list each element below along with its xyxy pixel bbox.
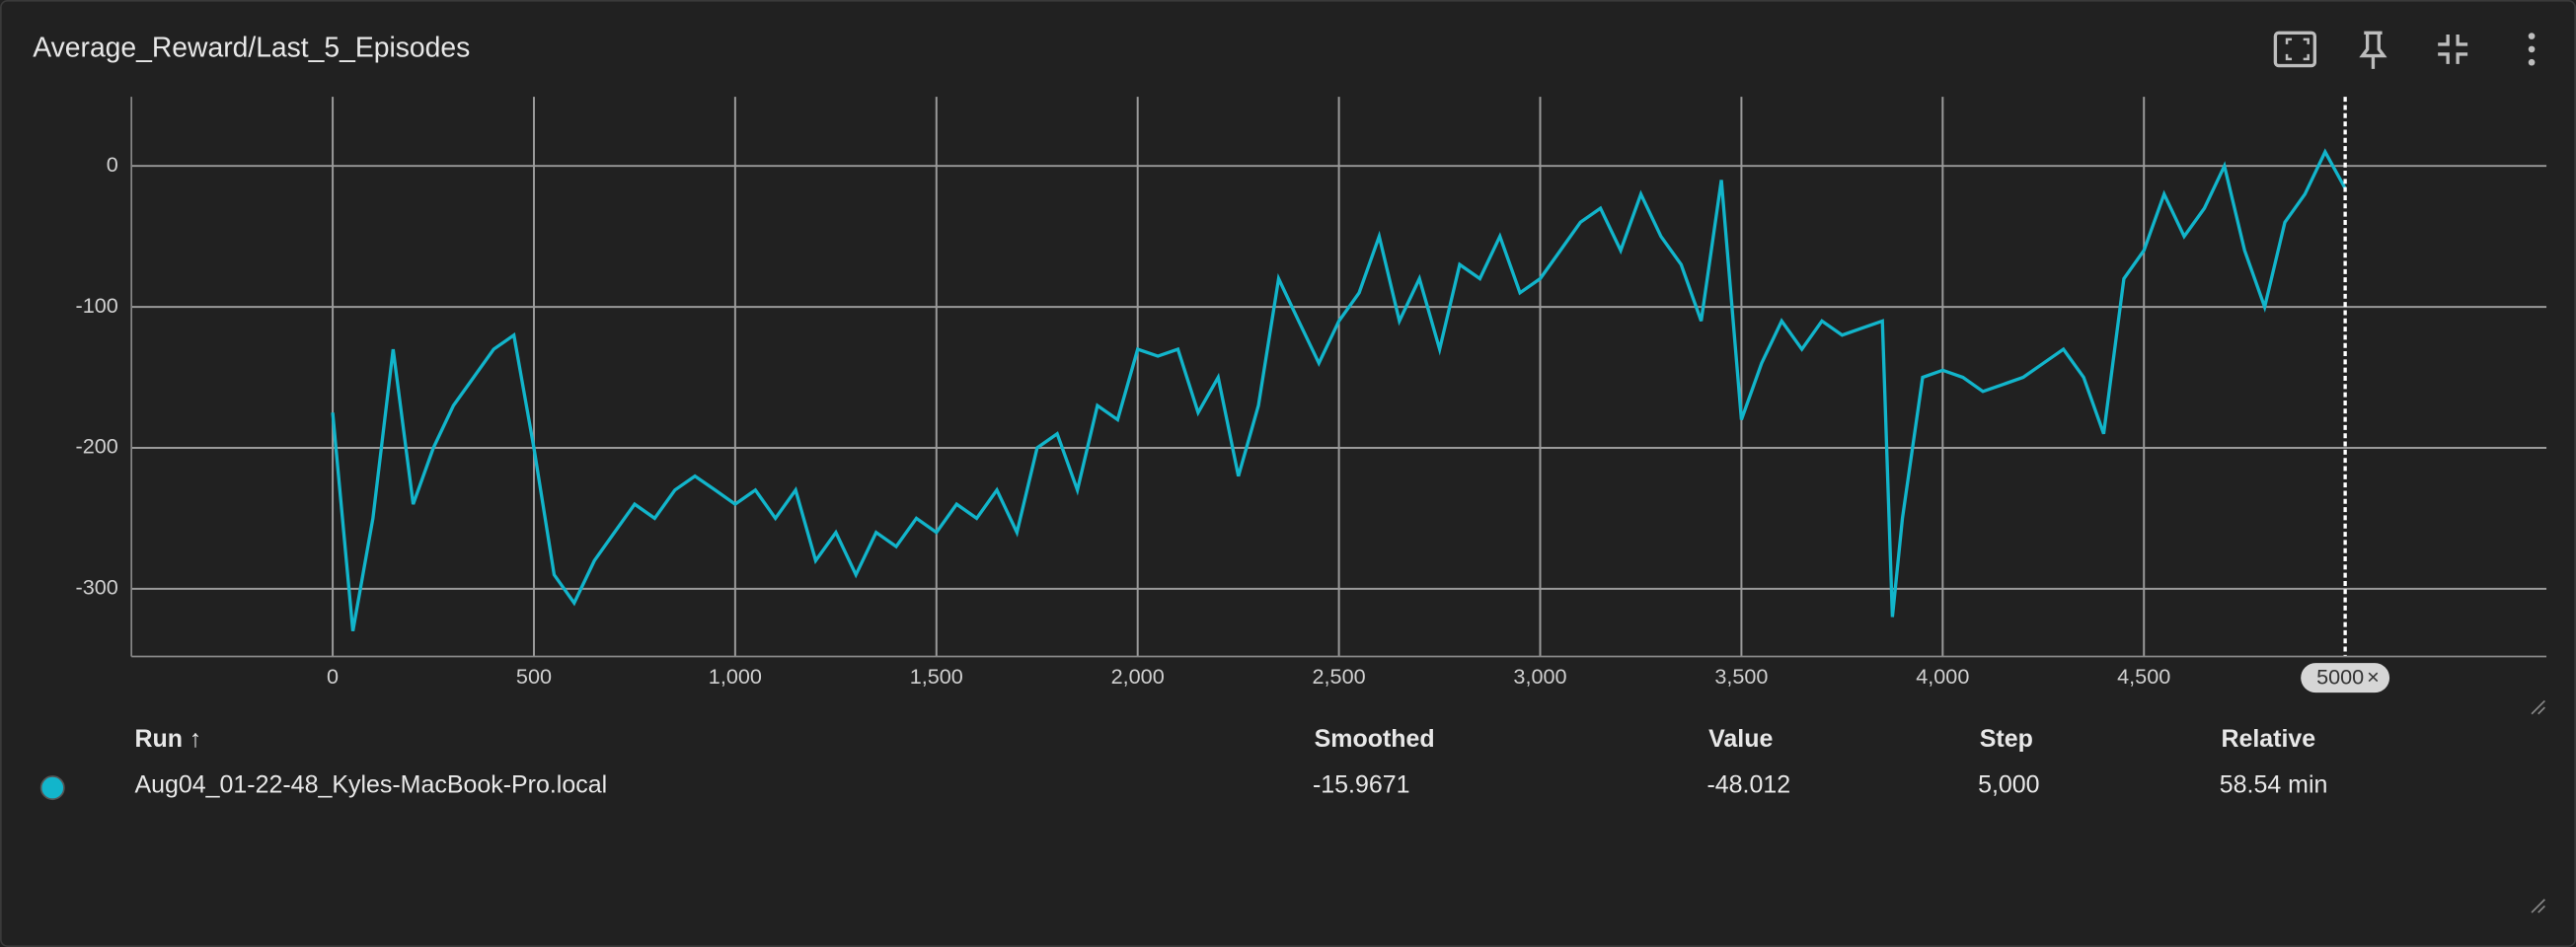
x-tick-label: 1,000 [709,664,762,689]
card-title: Average_Reward/Last_5_Episodes [33,31,470,62]
table-cell: -15.9671 [1313,771,1410,799]
table-cell: 5,000 [1978,771,2039,799]
fit-domain-button[interactable] [2273,31,2317,68]
cursor-chip [2301,663,2390,693]
table-header: Smoothed [1315,725,1435,753]
x-tick-label: 4,500 [2117,664,2170,689]
collapse-button[interactable] [2438,34,2468,64]
table-header: Step [1980,725,2033,753]
x-tick-label: 4,000 [1916,664,1969,689]
x-tick-label: 3,000 [1513,664,1566,689]
run-name: Aug04_01-22-48_Kyles-MacBook-Pro.local [134,771,607,799]
table-cell: 58.54 min [2220,771,2328,799]
x-tick-label: 500 [516,664,552,689]
resize-handle[interactable] [2531,899,2545,913]
table-header: Run ↑ [134,725,201,753]
x-tick-label: 2,000 [1111,664,1165,689]
table-header: Relative [2221,725,2315,753]
x-tick-label: 2,500 [1313,664,1366,689]
cursor-label: 5000 [2316,665,2364,690]
menu-button[interactable] [2528,33,2536,66]
y-tick-label: 0 [107,152,118,177]
table-header: Value [1708,725,1773,753]
x-tick-label: 1,500 [910,664,963,689]
run-swatch [39,775,65,801]
x-tick-label: 0 [327,664,339,689]
x-tick-label: 3,500 [1714,664,1768,689]
cursor-close[interactable]: × [2367,665,2380,690]
table-cell: -48.012 [1706,771,1790,799]
series-line [331,148,2347,632]
resize-handle[interactable] [2531,699,2545,715]
y-tick-label: -100 [76,293,118,318]
pin-button[interactable] [2359,31,2387,69]
y-tick-label: -200 [76,434,118,459]
y-tick-label: -300 [76,575,118,600]
